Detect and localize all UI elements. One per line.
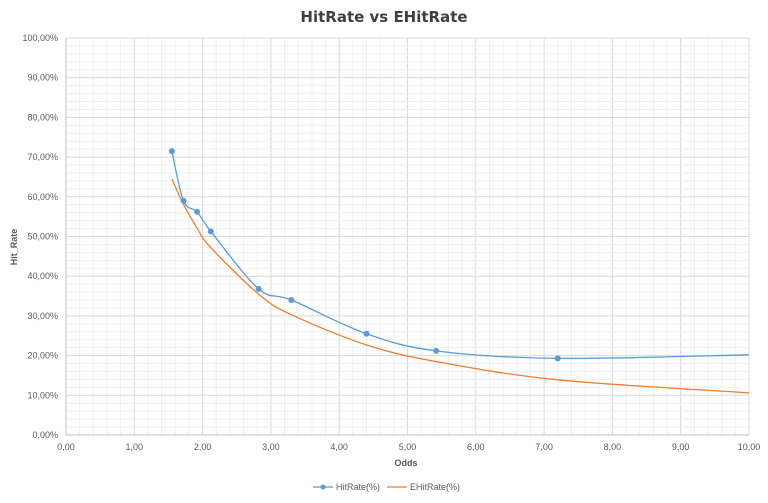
hitrate-point [194,208,201,215]
x-tick-label: 0,00 [57,442,75,452]
y-tick-label: 70,00% [27,152,58,162]
hitrate-point [180,197,187,204]
x-tick-label: 5,00 [399,442,417,452]
series-line-hitrate [171,150,750,360]
hitrate-point [168,148,175,155]
legend-marker [320,484,326,490]
y-tick-label: 20,00% [27,351,58,361]
y-tick-label: 100,00% [22,33,58,43]
y-tick-label: 0,00% [32,430,58,440]
y-tick-label: 30,00% [27,311,58,321]
y-tick-label: 50,00% [27,232,58,242]
series-layer [168,148,750,394]
hitrate-point [288,297,295,304]
y-axis-label: Hit_Rate [9,229,19,266]
x-tick-label: 2,00 [194,442,212,452]
grid [65,37,750,436]
hitrate-point [433,347,440,354]
legend: HitRate(%) EHitRate(%) [313,482,460,492]
legend-label: EHitRate(%) [410,482,460,492]
hitrate-point [255,285,262,292]
x-axis-label: Odds [394,458,417,468]
legend-item-hitrate: HitRate(%) [313,482,380,492]
legend-item-ehitrate: EHitRate(%) [387,482,460,492]
x-tick-label: 3,00 [262,442,280,452]
hitrate-point [554,355,561,362]
y-tick-label: 60,00% [27,192,58,202]
y-tick-label: 40,00% [27,271,58,281]
hitrate-point [363,330,370,337]
x-tick-label: 10,00 [738,442,761,452]
x-tick-label: 7,00 [535,442,553,452]
x-tick-label: 8,00 [604,442,622,452]
x-tick-label: 1,00 [126,442,144,452]
y-tick-label: 80,00% [27,112,58,122]
axes: 0,00 1,00 2,00 3,00 4,00 5,00 6,00 7,00 8,00 9,00… [22,33,760,452]
y-tick-label: 90,00% [27,73,58,83]
chart-title: HitRate vs EHitRate [300,8,467,26]
legend-label: HitRate(%) [336,482,380,492]
x-tick-label: 9,00 [672,442,690,452]
x-tick-label: 4,00 [330,442,348,452]
x-tick-label: 6,00 [467,442,485,452]
hitrate-point [207,228,214,235]
y-tick-label: 10,00% [27,390,58,400]
series-line-ehitrate [171,178,750,394]
